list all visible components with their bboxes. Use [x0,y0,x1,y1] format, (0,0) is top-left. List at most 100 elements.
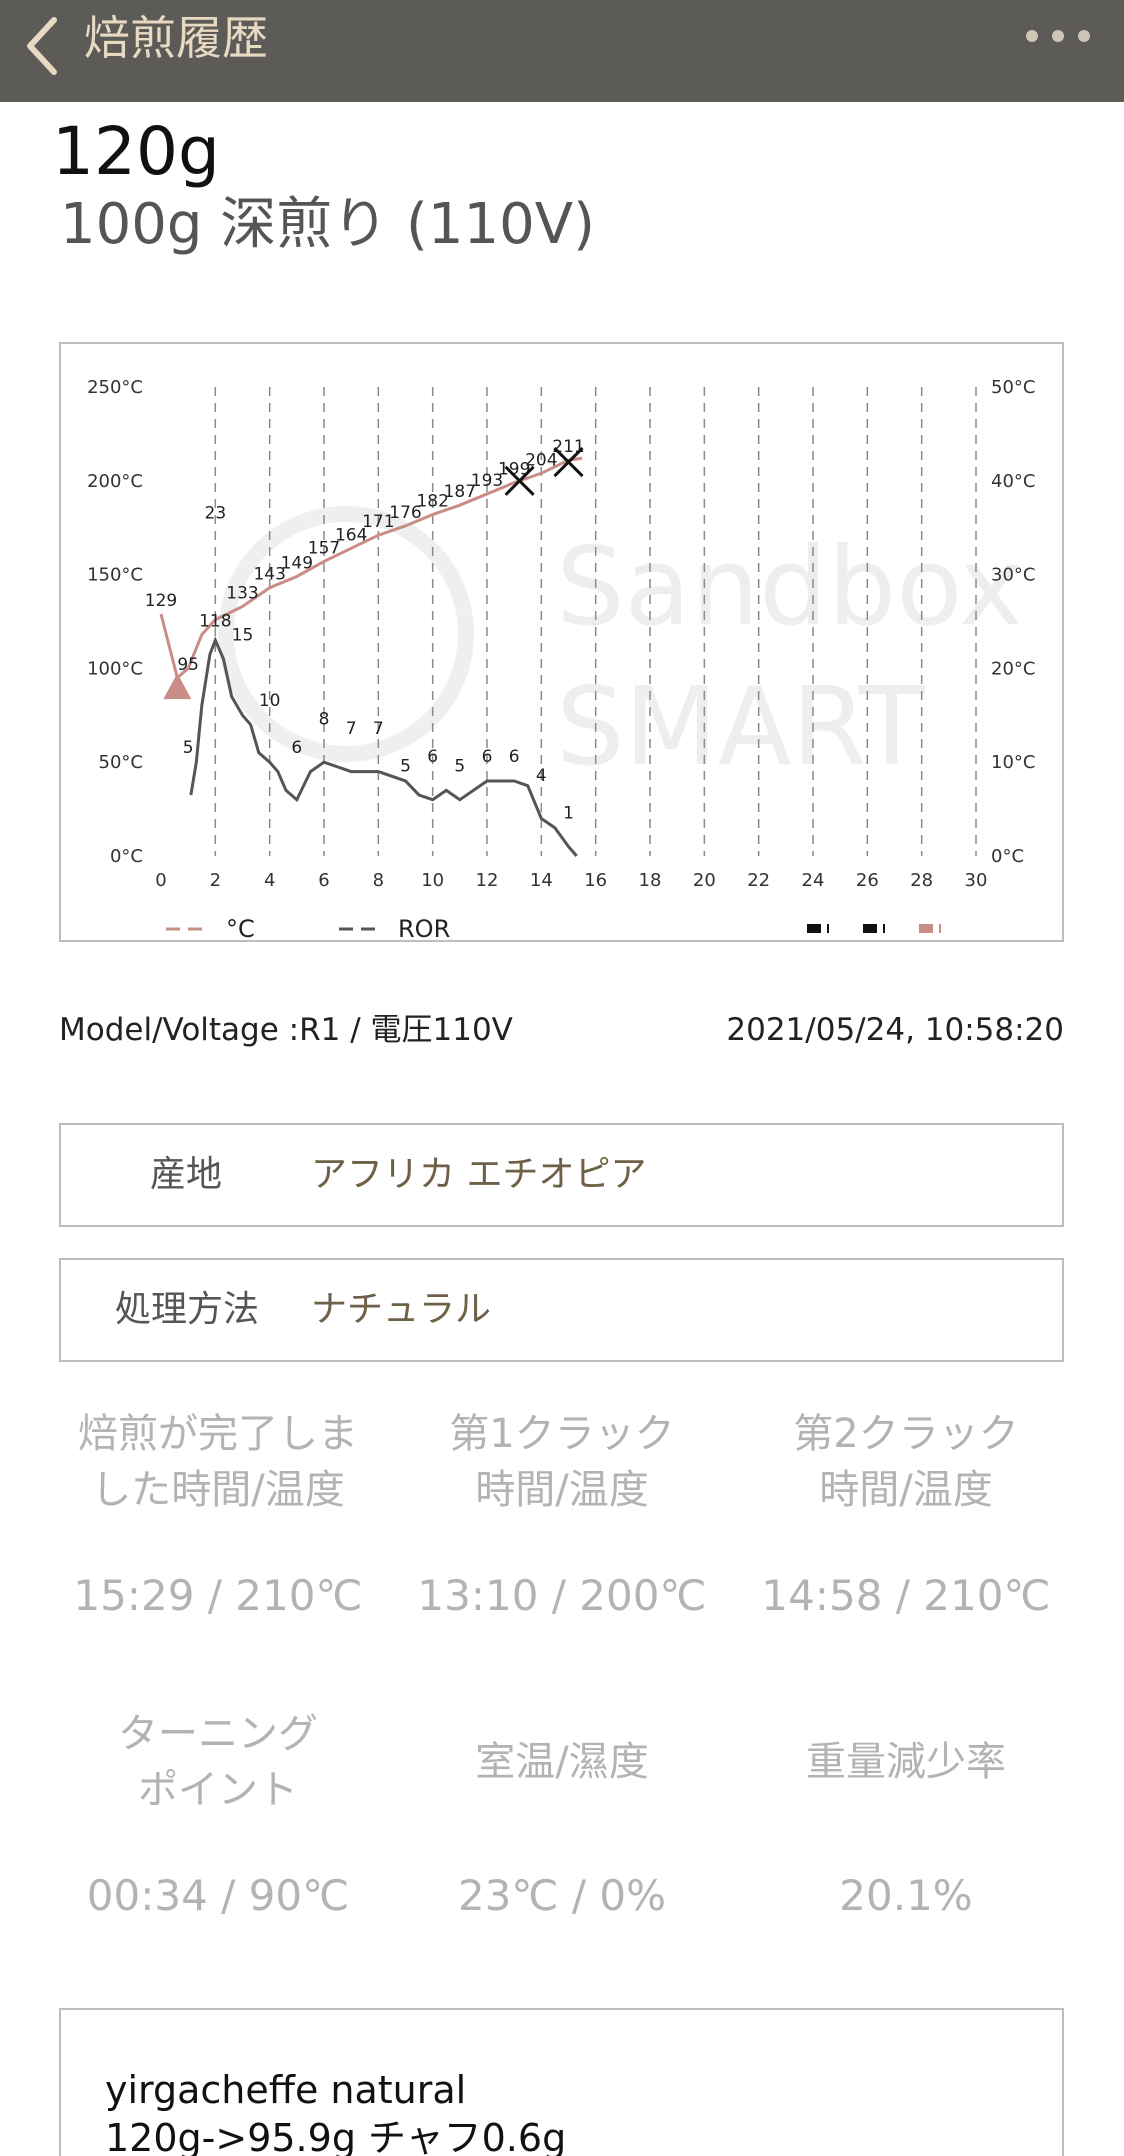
notes-box[interactable]: yirgacheffe natural 120g->95.9g チャフ0.6g [59,2008,1064,2156]
stat-label: ターニング ポイント [118,1711,318,1813]
x-tick-label: 2 [210,870,221,891]
y-right-tick-label: 50°C [991,377,1035,398]
stat-second-crack: 第2クラック 時間/温度 14:58 / 210℃ [736,1406,1076,1624]
ror-data-label: 10 [259,691,281,711]
notes-line-2: 120g->95.9g チャフ0.6g [105,2116,567,2156]
x-tick-label: 6 [318,870,329,891]
ror-data-label: 5 [454,757,465,777]
temperature-data-label: 95 [177,655,199,675]
ror-data-label: 6 [291,738,302,758]
legend-second-crack-swatch [863,924,877,933]
stat-label: 重量減少率 [806,1739,1006,1785]
x-tick-label: 0 [155,870,166,891]
temperature-data-label: 157 [308,538,340,558]
x-tick-label: 4 [264,870,275,891]
stat-label: 第2クラック 時間/温度 [793,1411,1019,1513]
stat-value: 13:10 / 200℃ [417,1571,707,1620]
x-tick-label: 28 [910,870,933,891]
roast-chart: Sandbox SMART 0 2 4 6 8 10 12 14 16 18 20 22 24 26 28 30 2… [59,342,1064,942]
temperature-data-label: 171 [362,512,394,532]
y-right-tick-label: 0°C [991,846,1024,867]
origin-value: アフリカ エチオピア [311,1154,647,1195]
y-right-tick-label: 30°C [991,565,1035,586]
ror-data-label: 7 [346,719,357,739]
temperature-data-label: 149 [281,553,313,573]
stat-value: 15:29 / 210℃ [73,1571,363,1620]
ror-data-label: 15 [232,625,254,645]
watermark-text: SMART [556,665,926,790]
temperature-data-label: 187 [444,482,476,502]
process-value: ナチュラル [311,1289,492,1330]
ror-data-label: 23 [205,503,227,523]
y-left-tick-label: 100°C [87,658,143,679]
y-right-tick-label: 40°C [991,471,1035,492]
stat-label: 第1クラック 時間/温度 [449,1411,675,1513]
temperature-series-line [159,456,583,681]
temperature-data-label: 118 [199,612,231,632]
x-tick-label: 8 [373,870,384,891]
ror-data-label: 6 [427,747,438,767]
ror-data-label: 5 [400,757,411,777]
temperature-data-label: 204 [525,450,557,470]
turning-point-marker [163,673,192,700]
x-tick-label: 18 [639,870,662,891]
process-label: 処理方法 [114,1289,259,1330]
stat-room-temp-humidity: 室温/濕度 23℃ / 0% [392,1734,732,1924]
y-left-tick-label: 0°C [110,846,143,867]
x-tick-label: 20 [693,870,716,891]
watermark-text: Sandbox [556,525,1023,650]
x-tick-label: 30 [965,870,988,891]
stat-first-crack: 第1クラック 時間/温度 13:10 / 200℃ [392,1406,732,1624]
crack-marker [553,446,584,478]
y-left-tick-label: 250°C [87,377,143,398]
x-tick-label: 14 [530,870,553,891]
process-row: 処理方法 ナチュラル [59,1258,1064,1362]
chevron-left-icon [27,17,57,75]
stat-roast-end: 焙煎が完了しま した時間/温度 15:29 / 210℃ [48,1406,388,1624]
stat-value: 00:34 / 90℃ [86,1871,350,1920]
roast-datetime: 2021/05/24, 10:58:20 [726,1012,1064,1048]
stat-weight-loss: 重量減少率 20.1% [736,1734,1076,1924]
legend-turning-point-swatch [919,924,933,933]
temperature-data-label: 164 [335,525,367,545]
origin-label: 産地 [149,1154,222,1195]
y-left-tick-label: 150°C [87,565,143,586]
y-left-tick-label: 200°C [87,471,143,492]
back-button[interactable] [18,10,78,82]
legend-turning-point-tick [939,924,941,933]
y-right-tick-label: 10°C [991,752,1035,773]
stat-label: 室温/濕度 [475,1739,649,1785]
x-tick-label: 12 [476,870,499,891]
temperature-data-label: 193 [471,471,503,491]
more-dots-icon [1026,30,1090,42]
top-bar: 焙煎履歴 [0,0,1124,102]
ror-data-label: 5 [183,738,194,758]
x-tick-label: 26 [856,870,879,891]
temperature-data-label: 182 [416,492,448,512]
temperature-data-label: 133 [226,583,258,603]
x-tick-label: 16 [584,870,607,891]
stat-value: 23℃ / 0% [457,1871,667,1920]
crack-marker [504,465,535,496]
ror-data-label: 1 [563,803,574,823]
legend-first-crack-swatch [807,924,821,933]
temperature-data-label: 211 [552,437,584,457]
y-left-tick-label: 50°C [99,752,143,773]
ror-data-label: 6 [482,747,493,767]
ror-data-label: 8 [319,710,330,730]
legend-first-crack-tick [827,924,829,933]
temperature-data-label: 129 [145,591,177,611]
y-right-tick-label: 20°C [991,658,1035,679]
more-button[interactable] [1018,16,1098,56]
temperature-data-label: 176 [389,503,421,523]
ror-data-label: 6 [509,747,520,767]
stat-label: 焙煎が完了しま した時間/温度 [78,1411,358,1513]
x-tick-label: 24 [802,870,825,891]
notes-line-1: yirgacheffe natural [105,2068,467,2112]
temperature-data-label: 199 [498,460,530,480]
stat-value: 14:58 / 210℃ [761,1571,1051,1620]
model-voltage: Model/Voltage :R1 / 電圧110V [59,1012,513,1048]
watermark-logo [218,506,474,762]
roast-weight: 120g [52,113,220,190]
